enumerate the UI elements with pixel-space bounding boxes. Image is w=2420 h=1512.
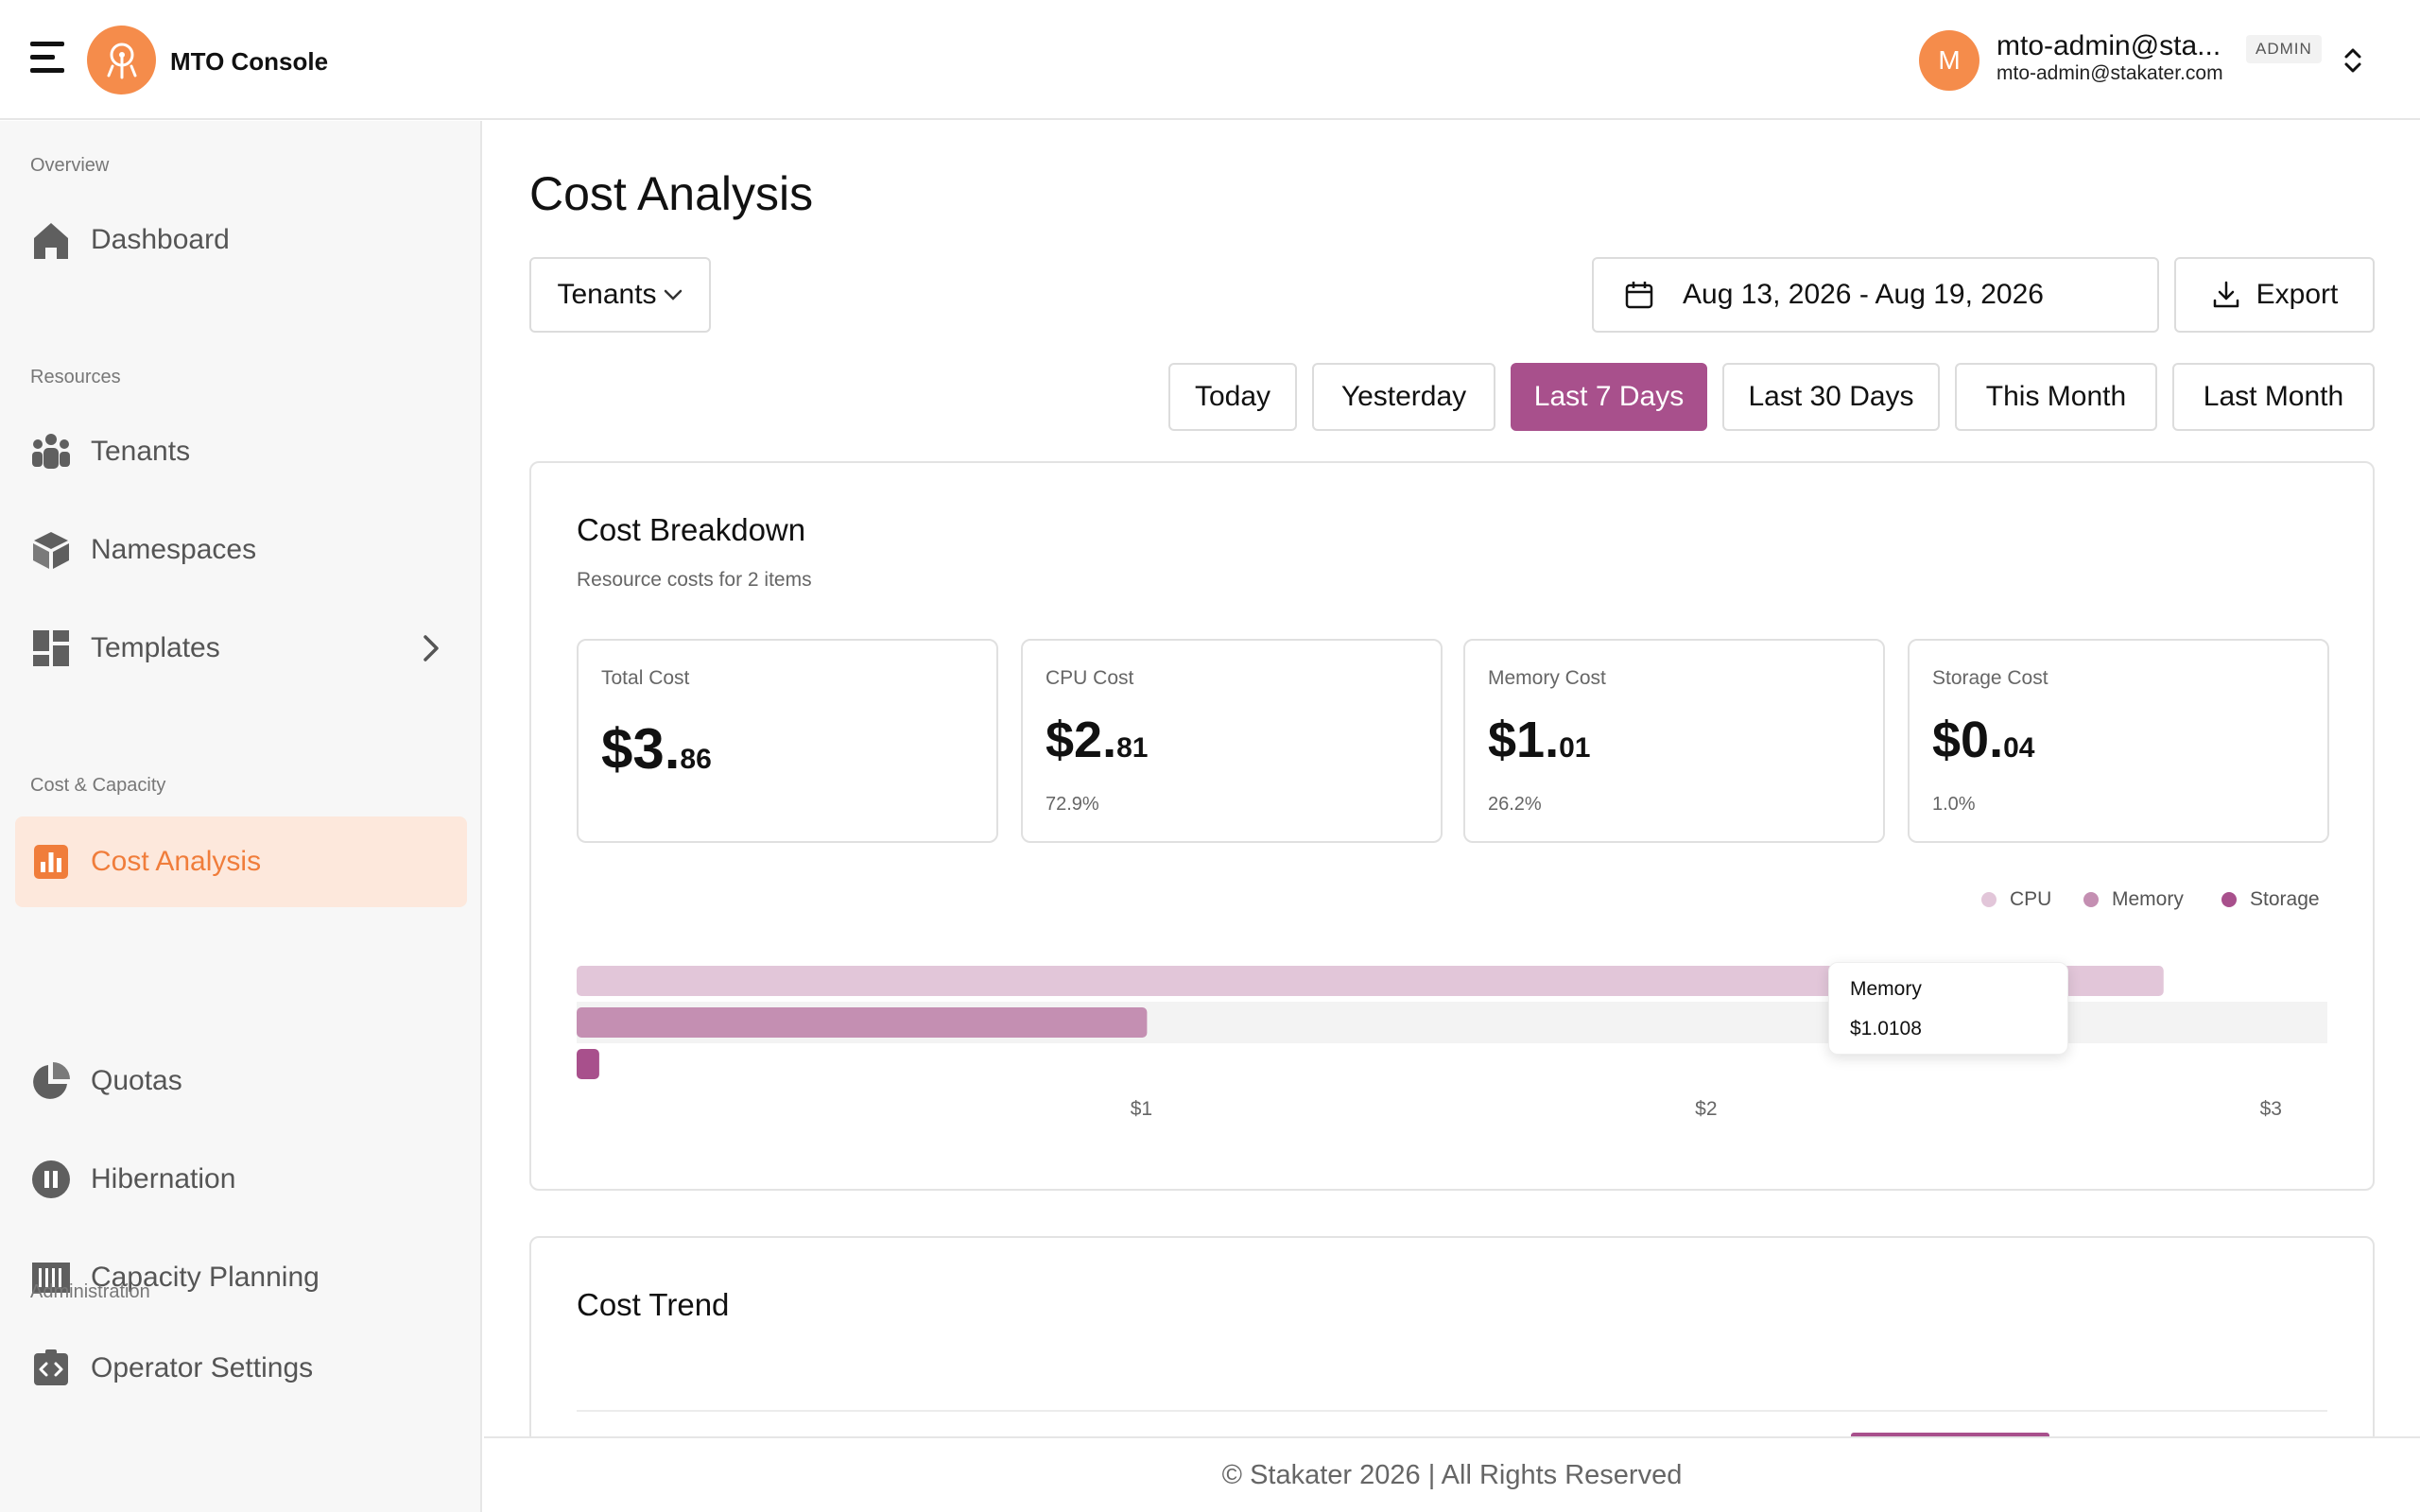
stat-cpu-cost: CPU Cost $2.81 72.9% [1021, 639, 1443, 843]
stat-label: Memory Cost [1488, 667, 1606, 689]
sidebar-item-cost-analysis[interactable]: Cost Analysis [15, 816, 467, 907]
pie-chart-icon [28, 1058, 74, 1104]
avatar[interactable]: M [1919, 30, 1979, 91]
sidebar-item-label: Namespaces [91, 534, 257, 565]
stat-value: $3.86 [601, 717, 712, 781]
chevron-down-icon [664, 289, 682, 301]
tooltip-value: $1.0108 [1850, 1018, 1922, 1040]
page-title: Cost Analysis [529, 167, 814, 220]
footer: © Stakater 2026 | All Rights Reserved [484, 1436, 2420, 1512]
sidebar-item-quotas[interactable]: Quotas [15, 1036, 467, 1126]
export-button[interactable]: Export [2174, 257, 2375, 333]
section-label-administration: Administration [30, 1281, 150, 1302]
footer-text: © Stakater 2026 | All Rights Reserved [1221, 1459, 1683, 1490]
date-range-text: Aug 13, 2026 - Aug 19, 2026 [1683, 279, 2044, 310]
stat-label: Storage Cost [1932, 667, 2048, 689]
x-tick-label: $2 [1695, 1098, 1717, 1120]
stat-percent: 1.0% [1932, 794, 1976, 815]
section-label-resources: Resources [30, 367, 121, 387]
stat-value: $0.04 [1932, 712, 2035, 768]
bar-chart-icon [28, 839, 74, 885]
storage-icon [28, 1255, 74, 1300]
users-group-icon [28, 429, 74, 474]
sidebar-item-capacity-planning[interactable]: Capacity Planning [15, 1232, 467, 1323]
menu-icon[interactable] [30, 42, 64, 74]
bar-cpu[interactable] [577, 966, 2164, 996]
period-yesterday-button[interactable]: Yesterday [1312, 363, 1495, 431]
sidebar-item-label: Operator Settings [91, 1352, 314, 1383]
date-range-picker[interactable]: Aug 13, 2026 - Aug 19, 2026 [1592, 257, 2159, 333]
calendar-icon [1625, 282, 1653, 309]
section-label-overview: Overview [30, 155, 110, 176]
chevron-up-down-icon[interactable] [2341, 42, 2365, 79]
cube-icon [28, 527, 74, 573]
sidebar-item-hibernation[interactable]: Hibernation [15, 1134, 467, 1225]
app-title: MTO Console [170, 47, 329, 76]
stat-percent: 26.2% [1488, 794, 1542, 815]
stat-percent: 72.9% [1046, 794, 1099, 815]
sidebar: Overview Dashboard Resources Tenants Nam… [0, 121, 482, 1512]
period-this-month-button[interactable]: This Month [1955, 363, 2157, 431]
logo-icon [107, 43, 136, 78]
sidebar-item-label: Templates [91, 632, 220, 663]
trend-grid-line [577, 1410, 2327, 1412]
bar-storage[interactable] [577, 1049, 599, 1079]
cost-trend-title: Cost Trend [577, 1287, 730, 1322]
stat-label: Total Cost [601, 667, 690, 689]
dashboard-grid-icon [28, 626, 74, 671]
period-last-7-days-button[interactable]: Last 7 Days [1511, 363, 1707, 431]
cost-trend-card [529, 1236, 2375, 1463]
sidebar-item-templates[interactable]: Templates [15, 603, 467, 694]
pause-icon [28, 1157, 74, 1202]
stat-memory-cost: Memory Cost $1.01 26.2% [1463, 639, 1885, 843]
sidebar-item-label: Tenants [91, 436, 191, 467]
sidebar-item-dashboard[interactable]: Dashboard [15, 195, 467, 285]
stat-total-cost: Total Cost $3.86 [577, 639, 998, 843]
bar-memory[interactable] [577, 1007, 1148, 1038]
export-label: Export [2256, 279, 2339, 310]
sidebar-item-label: Quotas [91, 1065, 182, 1096]
code-settings-icon [28, 1346, 74, 1391]
stat-value: $1.01 [1488, 712, 1591, 768]
role-badge: ADMIN [2246, 35, 2322, 63]
sidebar-item-label: Capacity Planning [91, 1262, 320, 1293]
cost-breakdown-title: Cost Breakdown [577, 512, 806, 547]
legend-item-storage: Storage [2221, 888, 2320, 911]
x-tick-label: $1 [1131, 1098, 1152, 1120]
stat-label: CPU Cost [1046, 667, 1134, 689]
tooltip-title: Memory [1850, 978, 1922, 1000]
tenants-filter-dropdown[interactable]: Tenants [529, 257, 711, 333]
trend-bar-peek [1851, 1433, 2049, 1438]
sidebar-item-operator-settings[interactable]: Operator Settings [15, 1323, 467, 1414]
chart-tooltip: Memory $1.0108 [1828, 962, 2068, 1055]
sidebar-item-label: Dashboard [91, 224, 230, 255]
legend-item-memory: Memory [2083, 888, 2184, 911]
app-logo[interactable] [87, 26, 156, 94]
chevron-right-icon[interactable] [420, 633, 442, 663]
download-icon [2213, 281, 2238, 308]
home-icon [28, 217, 74, 263]
stat-storage-cost: Storage Cost $0.04 1.0% [1908, 639, 2329, 843]
section-label-cost-capacity: Cost & Capacity [30, 775, 166, 796]
sidebar-item-tenants[interactable]: Tenants [15, 406, 467, 497]
period-today-button[interactable]: Today [1168, 363, 1297, 431]
tenants-filter-label: Tenants [557, 279, 657, 310]
legend-item-cpu: CPU [1981, 888, 2051, 911]
sidebar-item-namespaces[interactable]: Namespaces [15, 505, 467, 595]
user-name: mto-admin@sta... [1996, 30, 2221, 61]
top-header: MTO Console M mto-admin@sta... mto-admin… [0, 0, 2420, 120]
period-last-30-days-button[interactable]: Last 30 Days [1722, 363, 1940, 431]
x-tick-label: $3 [2260, 1098, 2282, 1120]
user-email: mto-admin@stakater.com [1996, 62, 2223, 84]
period-last-month-button[interactable]: Last Month [2172, 363, 2375, 431]
sidebar-item-label: Cost Analysis [91, 846, 262, 877]
stat-value: $2.81 [1046, 712, 1149, 768]
sidebar-item-label: Hibernation [91, 1163, 236, 1194]
cost-breakdown-subtitle: Resource costs for 2 items [577, 569, 812, 591]
